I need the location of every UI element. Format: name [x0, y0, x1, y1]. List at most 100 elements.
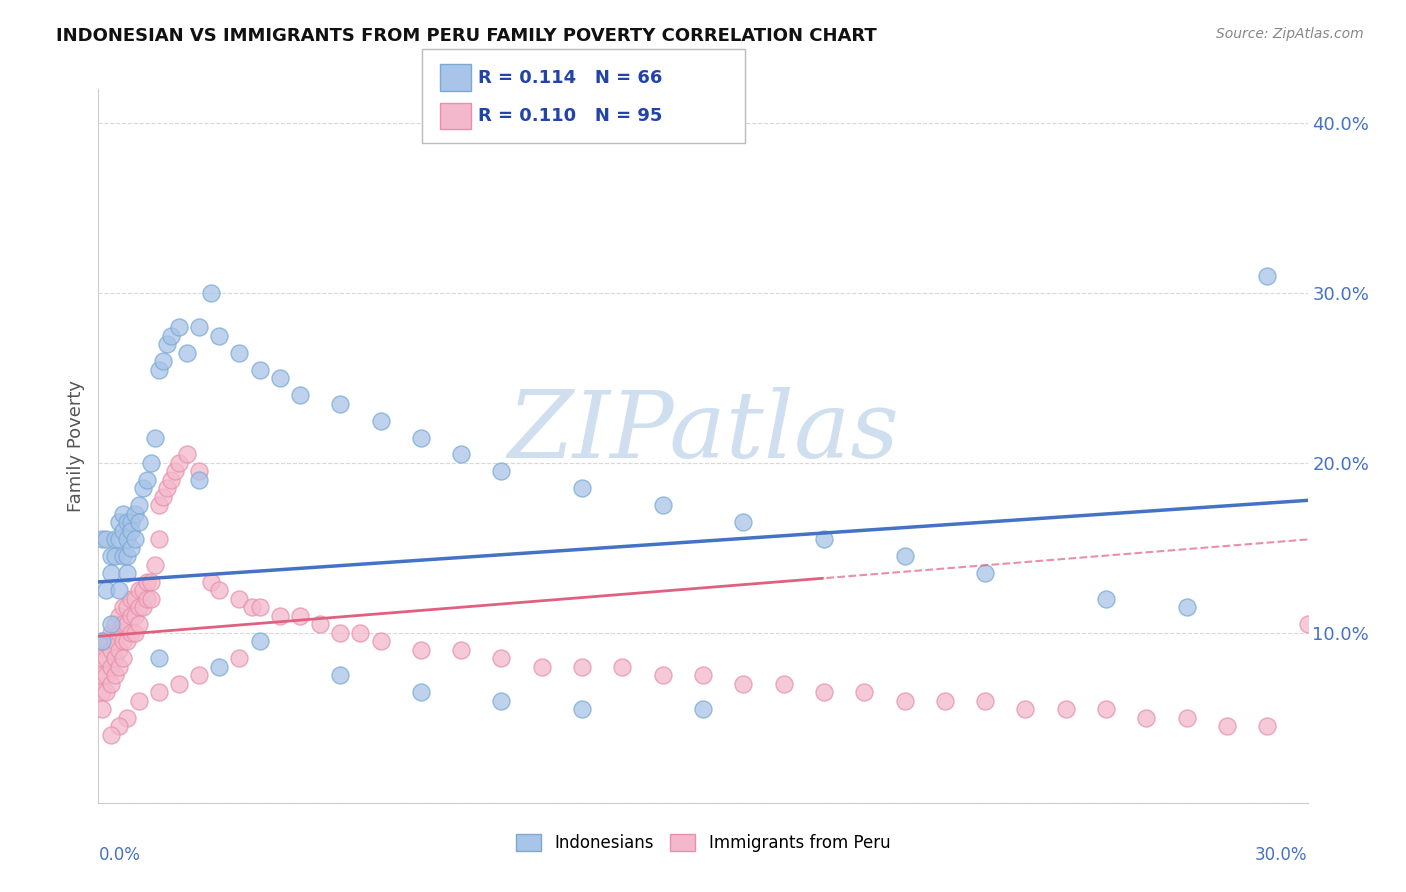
Point	[96, 583, 118, 598]
Point	[974, 566, 997, 581]
Point	[167, 677, 190, 691]
Point	[269, 371, 291, 385]
Point	[1216, 719, 1239, 733]
Point	[188, 320, 211, 334]
Point	[893, 549, 915, 564]
Point	[100, 660, 122, 674]
Point	[249, 634, 271, 648]
Text: ZIPatlas: ZIPatlas	[508, 387, 898, 476]
Point	[571, 702, 593, 716]
Point	[152, 354, 174, 368]
Legend: Indonesians, Immigrants from Peru: Indonesians, Immigrants from Peru	[509, 827, 897, 859]
Point	[124, 608, 146, 623]
Point	[91, 651, 114, 665]
Point	[176, 345, 198, 359]
Point	[100, 617, 122, 632]
Point	[228, 345, 250, 359]
Point	[96, 651, 118, 665]
Point	[974, 694, 997, 708]
Point	[107, 719, 129, 733]
Point	[115, 711, 138, 725]
Point	[96, 668, 118, 682]
Point	[934, 694, 956, 708]
Point	[1095, 591, 1118, 606]
Point	[115, 533, 138, 547]
Point	[772, 677, 794, 691]
Point	[692, 668, 714, 682]
Point	[103, 668, 125, 682]
Point	[228, 591, 250, 606]
Point	[124, 507, 146, 521]
Point	[107, 608, 129, 623]
Point	[132, 583, 155, 598]
Point	[128, 499, 150, 513]
Point	[853, 685, 876, 699]
Point	[409, 430, 432, 444]
Point	[370, 634, 392, 648]
Point	[91, 702, 114, 716]
Point	[409, 685, 432, 699]
Point	[893, 694, 915, 708]
Point	[240, 600, 263, 615]
Point	[1135, 711, 1157, 725]
Point	[1014, 702, 1036, 716]
Point	[651, 499, 673, 513]
Point	[160, 473, 183, 487]
Point	[208, 328, 231, 343]
Point	[111, 634, 134, 648]
Point	[139, 574, 162, 589]
Point	[208, 660, 231, 674]
Point	[156, 337, 179, 351]
Text: 30.0%: 30.0%	[1256, 846, 1308, 863]
Point	[349, 626, 371, 640]
Point	[120, 516, 142, 530]
Point	[100, 566, 122, 581]
Point	[103, 617, 125, 632]
Point	[100, 643, 122, 657]
Point	[1175, 600, 1198, 615]
Point	[120, 591, 142, 606]
Point	[148, 499, 170, 513]
Point	[115, 566, 138, 581]
Text: 0.0%: 0.0%	[98, 846, 141, 863]
Point	[813, 533, 835, 547]
Point	[120, 626, 142, 640]
Point	[148, 651, 170, 665]
Point	[107, 516, 129, 530]
Text: INDONESIAN VS IMMIGRANTS FROM PERU FAMILY POVERTY CORRELATION CHART: INDONESIAN VS IMMIGRANTS FROM PERU FAMIL…	[56, 27, 877, 45]
Point	[491, 651, 513, 665]
Point	[128, 600, 150, 615]
Point	[128, 583, 150, 598]
Point	[132, 600, 155, 615]
Point	[103, 651, 125, 665]
Point	[107, 583, 129, 598]
Point	[91, 533, 114, 547]
Point	[124, 626, 146, 640]
Point	[107, 626, 129, 640]
Point	[91, 634, 114, 648]
Point	[329, 396, 352, 410]
Point	[1256, 719, 1278, 733]
Point	[107, 660, 129, 674]
Point	[288, 388, 311, 402]
Point	[1054, 702, 1077, 716]
Point	[163, 465, 186, 479]
Text: Source: ZipAtlas.com: Source: ZipAtlas.com	[1216, 27, 1364, 41]
Point	[139, 591, 162, 606]
Point	[309, 617, 332, 632]
Point	[143, 558, 166, 572]
Point	[329, 668, 352, 682]
Point	[96, 634, 118, 648]
Point	[288, 608, 311, 623]
Point	[124, 591, 146, 606]
Point	[160, 328, 183, 343]
Point	[103, 634, 125, 648]
Point	[111, 651, 134, 665]
Point	[115, 549, 138, 564]
Point	[208, 583, 231, 598]
Text: R = 0.114   N = 66: R = 0.114 N = 66	[478, 69, 662, 87]
Point	[612, 660, 634, 674]
Point	[100, 549, 122, 564]
Point	[1095, 702, 1118, 716]
Point	[135, 591, 157, 606]
